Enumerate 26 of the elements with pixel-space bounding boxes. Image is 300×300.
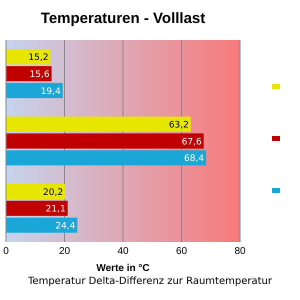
bar bbox=[6, 133, 204, 149]
bar bbox=[6, 184, 66, 200]
data-label: 19,4 bbox=[40, 86, 62, 97]
x-axis-title: Werte in °C bbox=[96, 262, 150, 274]
data-label: 67,6 bbox=[182, 137, 202, 148]
x-tick-label: 40 bbox=[117, 246, 129, 257]
x-tick-label: 0 bbox=[3, 246, 10, 257]
data-label: 15,2 bbox=[28, 53, 48, 64]
bar bbox=[6, 200, 68, 216]
bar bbox=[6, 66, 52, 82]
x-tick-label: 60 bbox=[176, 246, 188, 257]
bar bbox=[6, 116, 191, 132]
data-label: 63,2 bbox=[168, 120, 189, 131]
data-label: 15,6 bbox=[30, 70, 50, 80]
bar bbox=[6, 49, 50, 64]
x-tick-label: 80 bbox=[234, 246, 246, 257]
text: Temperatur Delta-Differenz zur Raumtemperatur bbox=[27, 276, 273, 287]
bar bbox=[6, 218, 78, 233]
x-tick-label: 20 bbox=[58, 246, 70, 257]
data-label: 68,4 bbox=[184, 154, 204, 164]
data-label: 20,2 bbox=[43, 188, 64, 198]
bar bbox=[6, 150, 206, 166]
data-label: 24,4 bbox=[55, 222, 76, 232]
data-label: 21,1 bbox=[46, 204, 66, 215]
bar bbox=[6, 82, 63, 98]
chart-title: Temperaturen - Volllast bbox=[40, 10, 206, 28]
